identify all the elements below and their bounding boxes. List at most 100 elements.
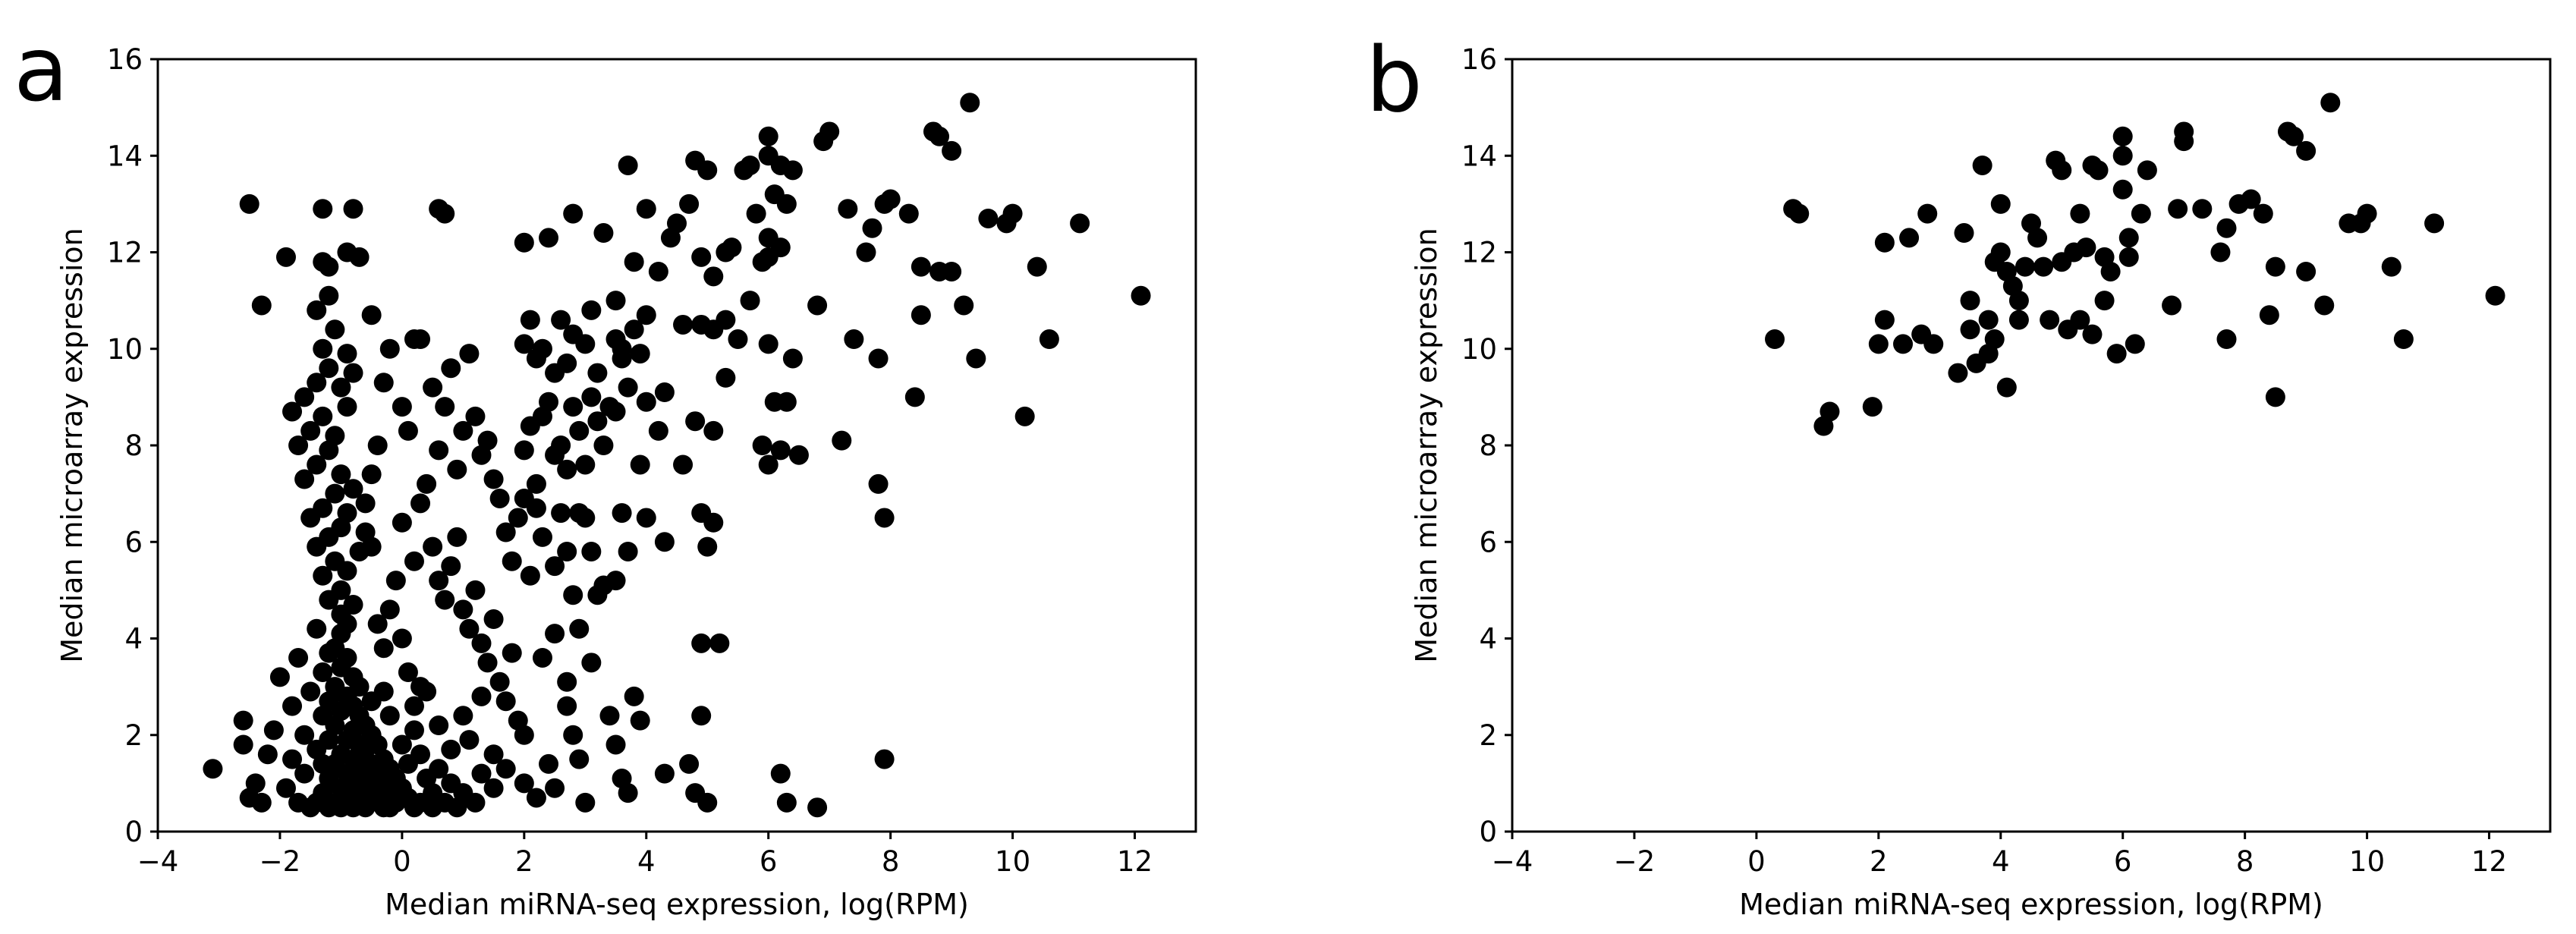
data-point	[2070, 203, 2090, 224]
data-point	[648, 420, 668, 441]
data-point	[1027, 256, 1047, 277]
data-point	[630, 344, 650, 364]
data-point	[361, 464, 382, 485]
data-point	[1868, 334, 1889, 354]
y-axis-label-a: Median microarray expression	[55, 228, 89, 663]
data-point	[581, 653, 602, 673]
data-point	[459, 344, 480, 364]
data-point	[373, 681, 394, 702]
data-point	[539, 392, 559, 412]
data-point	[1996, 377, 2017, 398]
data-point	[459, 618, 480, 639]
data-point	[2052, 160, 2072, 181]
data-point	[2357, 203, 2377, 224]
data-point	[489, 488, 510, 508]
data-point	[2320, 93, 2341, 113]
data-point	[2094, 291, 2115, 311]
data-point	[929, 126, 950, 146]
data-point	[758, 334, 778, 354]
x-tick-label-b: 8	[2236, 845, 2254, 878]
data-point	[776, 792, 797, 813]
data-point	[630, 710, 650, 731]
data-point	[313, 338, 333, 359]
data-point	[275, 247, 296, 267]
data-point	[575, 508, 596, 528]
x-tick-label-a: 6	[760, 845, 778, 878]
data-point	[495, 759, 516, 779]
data-point	[599, 706, 620, 726]
data-point	[648, 261, 668, 281]
data-point	[1960, 319, 1980, 340]
y-tick-label-b: 4	[1479, 623, 1497, 656]
data-point	[331, 377, 351, 398]
data-point	[1978, 310, 1999, 330]
data-point	[593, 436, 614, 455]
data-point	[447, 527, 467, 547]
data-point	[337, 614, 357, 634]
data-point	[691, 706, 712, 726]
data-point	[654, 763, 675, 784]
data-point	[618, 783, 638, 803]
data-point	[1990, 242, 2011, 263]
data-point	[605, 291, 626, 311]
data-point	[441, 739, 461, 759]
x-tick-label-a: 4	[637, 845, 656, 878]
data-point	[697, 536, 718, 557]
data-point	[832, 430, 852, 451]
data-point	[471, 763, 492, 784]
data-point	[392, 734, 412, 755]
data-point	[288, 436, 309, 455]
panel-b: b −4 −2 0 2 4 6 8 10 12 0 2 4 6 8 10 12 14 16 Median miRN…	[1366, 27, 2552, 921]
panel-letter-a: a	[14, 17, 68, 121]
data-point	[911, 305, 931, 325]
data-point	[532, 527, 552, 547]
data-point	[1893, 334, 1914, 354]
data-point	[2393, 329, 2414, 350]
axes-frame-a	[156, 58, 1197, 833]
data-point	[2112, 126, 2133, 146]
data-point	[618, 541, 638, 561]
data-point	[1948, 363, 1968, 383]
data-point	[526, 498, 546, 518]
data-point	[545, 778, 565, 798]
y-tick-label-a: 4	[124, 623, 143, 656]
data-point	[453, 420, 473, 441]
data-point	[929, 261, 950, 281]
data-point	[624, 319, 644, 340]
axes-frame-b	[1511, 58, 2552, 833]
data-point	[874, 749, 895, 769]
data-point	[880, 189, 901, 209]
data-point	[263, 720, 284, 741]
data-point	[593, 223, 614, 244]
data-point	[807, 295, 828, 316]
data-point	[624, 686, 644, 706]
data-point	[429, 440, 449, 461]
data-point	[1765, 329, 1785, 350]
data-point	[2015, 256, 2035, 277]
data-point	[904, 387, 925, 407]
data-point	[251, 792, 272, 813]
data-point	[599, 397, 620, 417]
data-point	[2112, 179, 2133, 200]
data-point	[2314, 295, 2335, 316]
data-point	[563, 725, 583, 745]
data-point	[2485, 285, 2505, 306]
data-point	[673, 454, 694, 475]
y-axis-label-b: Median microarray expression	[1410, 228, 1443, 663]
data-point	[2192, 199, 2213, 219]
x-tick-label-a: −4	[137, 845, 179, 878]
data-point	[483, 469, 504, 489]
data-point	[1984, 329, 2005, 350]
data-point	[477, 653, 498, 673]
data-point	[313, 406, 333, 426]
data-point	[770, 440, 791, 461]
data-point	[636, 305, 656, 325]
data-point	[2216, 218, 2237, 238]
data-point	[2174, 121, 2194, 142]
data-point	[532, 338, 552, 359]
y-tick-label-b: 2	[1479, 719, 1497, 752]
data-point	[477, 430, 498, 451]
data-point	[307, 373, 327, 393]
data-point	[307, 618, 327, 639]
data-point	[404, 551, 424, 571]
